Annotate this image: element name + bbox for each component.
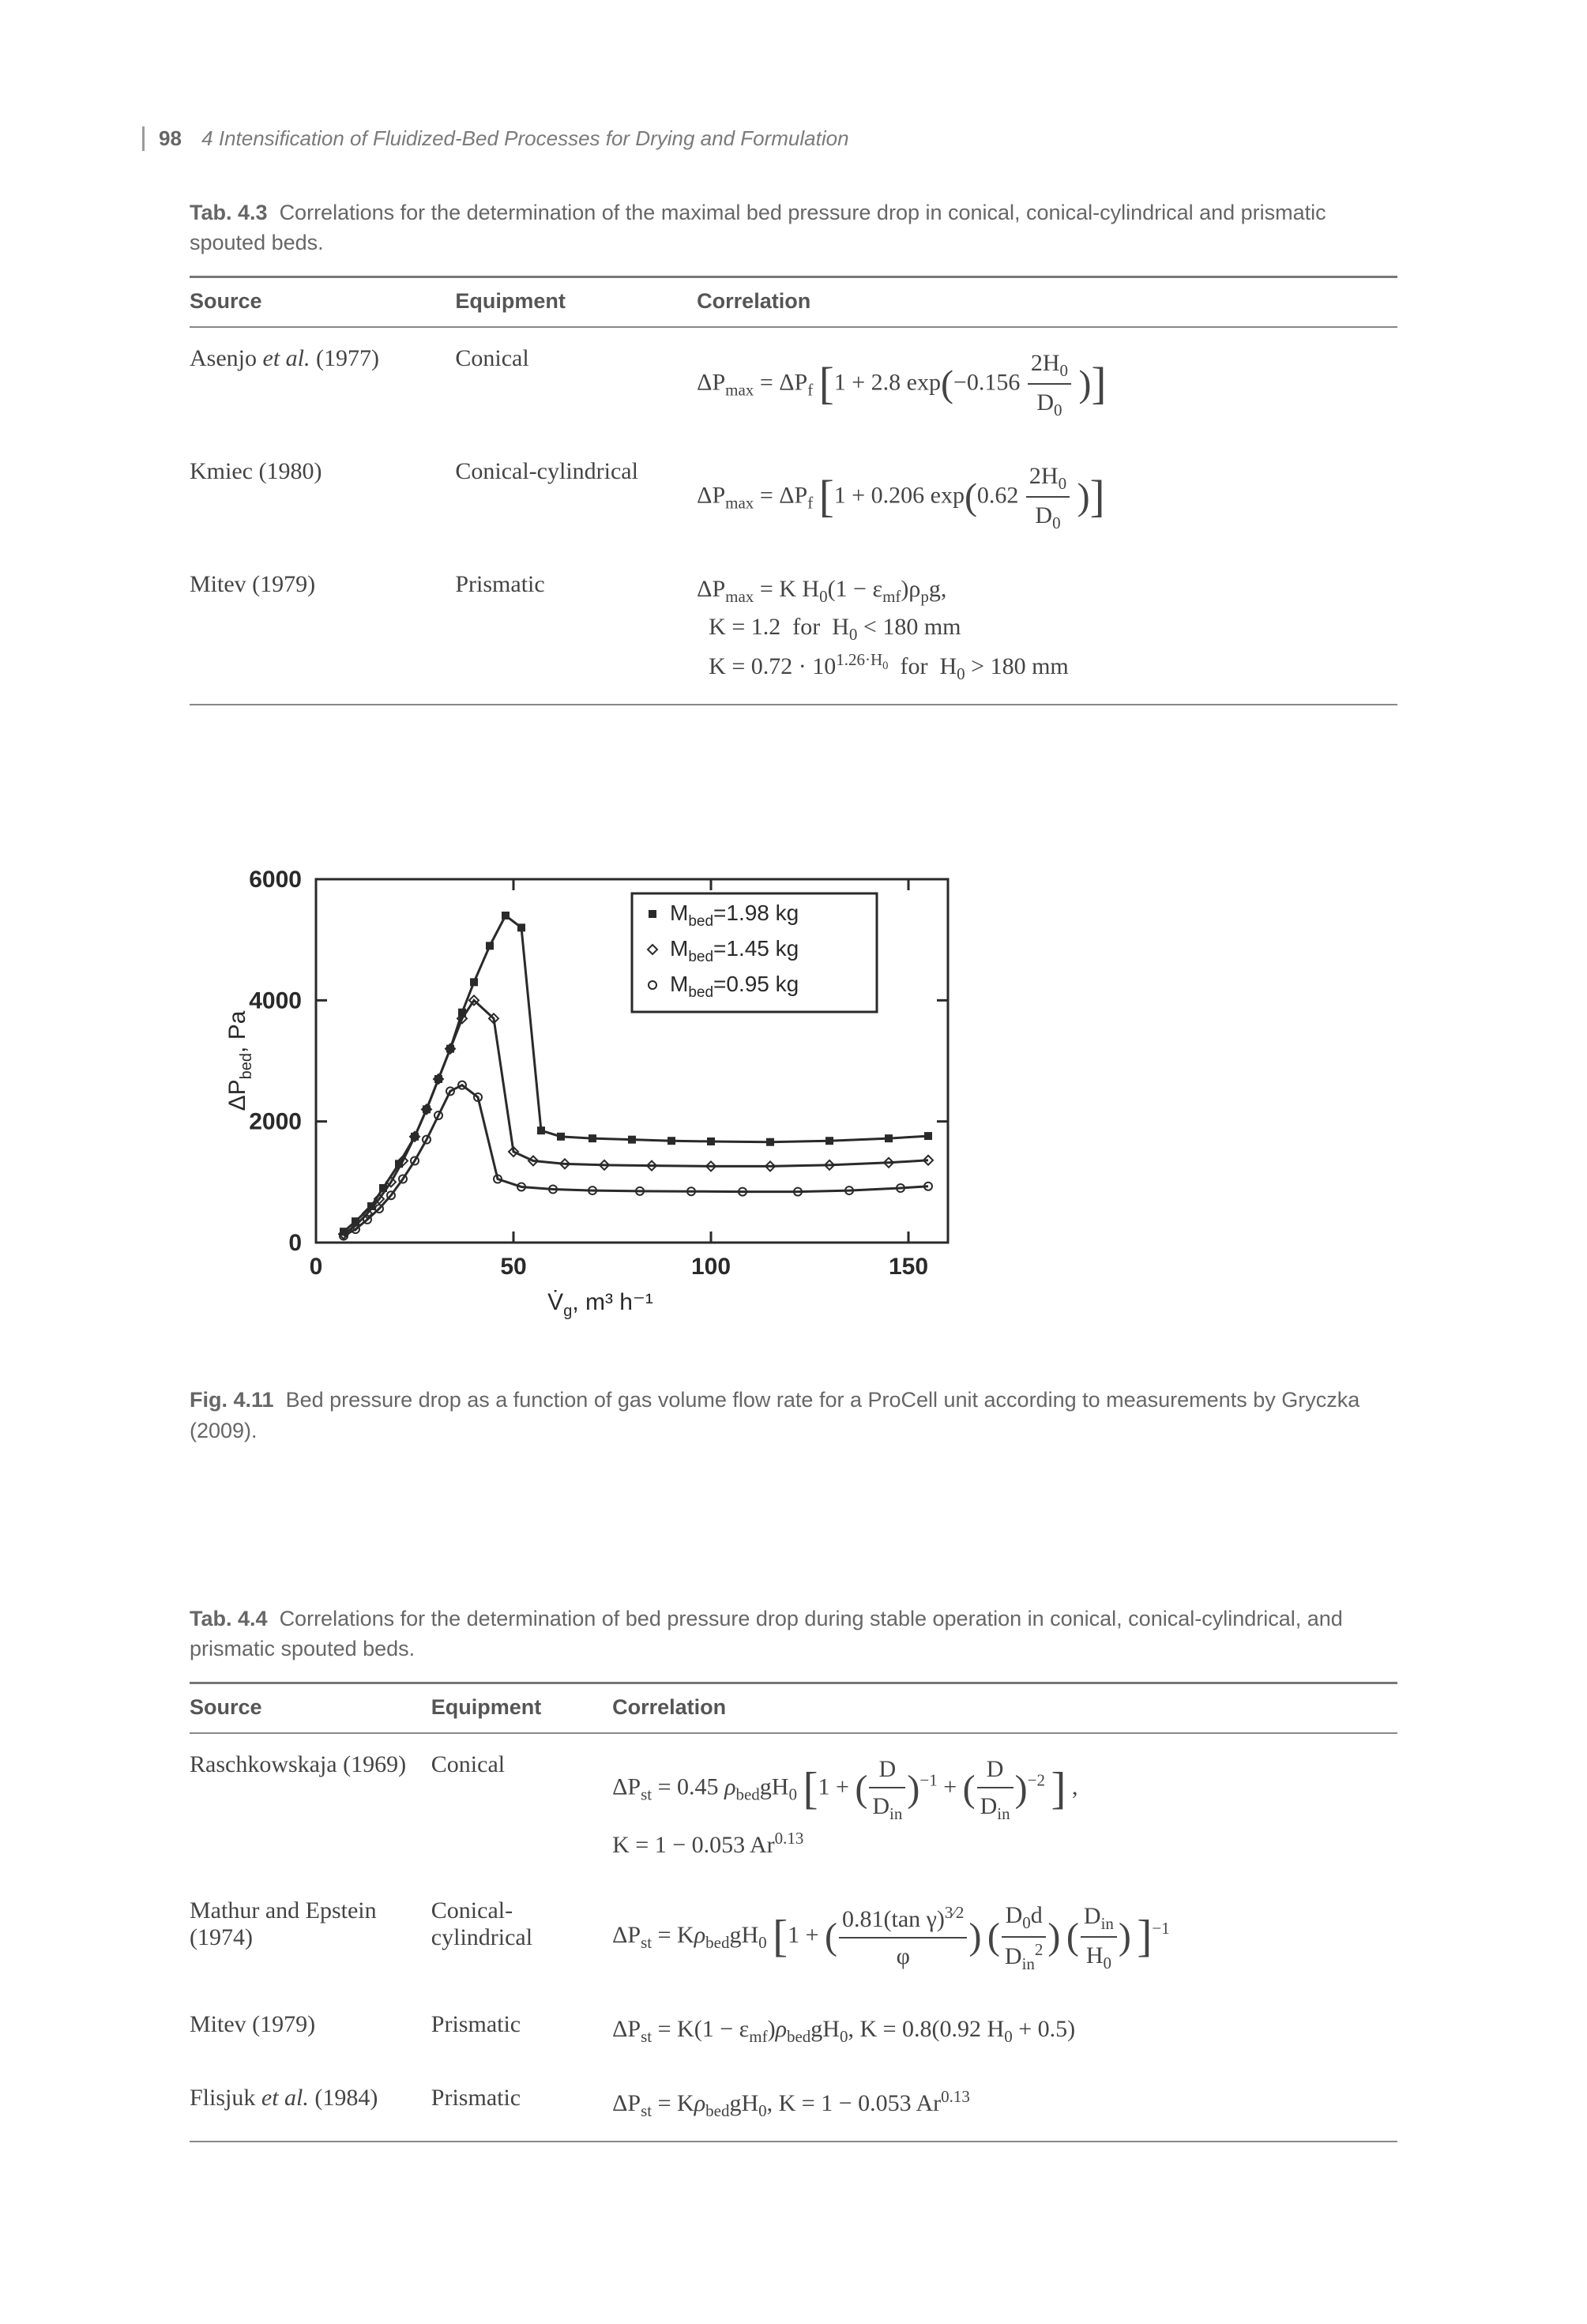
svg-text:2000: 2000 (249, 1109, 302, 1135)
table-43-caption-text: Correlations for the determination of th… (190, 201, 1326, 254)
table-44-equip-1: Conical-cylindrical (431, 1880, 612, 1994)
table-44-corr-3: ΔPst = KρbedgH0, K = 1 − 0.053 Ar0.13 (612, 2067, 1397, 2142)
table-43-head-equipment: Equipment (455, 276, 697, 327)
table-43-corr-0: ΔPmax = ΔPf [1 + 2.8 exp(−0.156 2H0D0 )] (697, 327, 1397, 441)
table-44-equip-2: Prismatic (431, 1994, 612, 2067)
table-43-equip-1: Conical-cylindrical (455, 441, 697, 554)
table-43-source-2: Mitev (1979) (190, 554, 455, 705)
table-44-source-3: Flisjuk et al. (1984) (190, 2067, 431, 2142)
table-44-source-1: Mathur and Epstein (1974) (190, 1880, 431, 1994)
table-row: Mathur and Epstein (1974) Conical-cylind… (190, 1880, 1397, 1994)
table-44-corr-0: ΔPst = 0.45 ρbedgH0 [1 + (DDin)−1 + (DDi… (612, 1733, 1397, 1881)
table-44-label: Tab. 4.4 (190, 1607, 268, 1630)
svg-text:V̇g, m³ h⁻¹: V̇g, m³ h⁻¹ (547, 1289, 653, 1320)
table-43-head-correlation: Correlation (697, 276, 1397, 327)
table-44-corr-2: ΔPst = K(1 − εmf)ρbedgH0, K = 0.8(0.92 H… (612, 1994, 1397, 2067)
table-43-label: Tab. 4.3 (190, 201, 268, 224)
table-43-source-1: Kmiec (1980) (190, 441, 455, 554)
figure-411: 0 2000 4000 6000 0 50 100 150 ΔPbed, Pa V̇g, m³ h… (190, 848, 1397, 1446)
table-43-equip-2: Prismatic (455, 554, 697, 705)
svg-text:150: 150 (889, 1254, 928, 1280)
table-43: Source Equipment Correlation Asenjo et a… (190, 276, 1397, 706)
svg-text:6000: 6000 (249, 867, 302, 893)
table-44-head-equipment: Equipment (431, 1683, 612, 1733)
svg-text:0: 0 (310, 1254, 323, 1280)
table-row: Raschkowskaja (1969) Conical ΔPst = 0.45… (190, 1733, 1397, 1881)
table-43-caption: Tab. 4.3 Correlations for the determinat… (190, 198, 1397, 258)
figure-411-chart: 0 2000 4000 6000 0 50 100 150 ΔPbed, Pa V̇g, m³ h… (213, 848, 987, 1337)
table-44-equip-0: Conical (431, 1733, 612, 1881)
table-44-head-correlation: Correlation (612, 1683, 1397, 1733)
svg-text:4000: 4000 (249, 987, 302, 1013)
table-row: Asenjo et al. (1977) Conical ΔPmax = ΔPf… (190, 327, 1397, 441)
svg-text:ΔPbed, Pa: ΔPbed, Pa (224, 1010, 255, 1111)
table-43-source-0: Asenjo et al. (1977) (190, 327, 455, 441)
chapter-title: 4 Intensification of Fluidized-Bed Proce… (201, 126, 848, 150)
table-43-corr-2: ΔPmax = K H0(1 − εmf)ρpg, K = 1.2 for H0… (697, 554, 1397, 705)
table-43-head-source: Source (190, 276, 455, 327)
figure-411-caption-text: Bed pressure drop as a function of gas v… (190, 1388, 1359, 1442)
table-row: Flisjuk et al. (1984) Prismatic ΔPst = K… (190, 2067, 1397, 2142)
page-number: 98 (159, 126, 182, 150)
running-header: 98 4 Intensification of Fluidized-Bed Pr… (142, 126, 1397, 151)
table-44-equip-3: Prismatic (431, 2067, 612, 2142)
table-43-corr-1: ΔPmax = ΔPf [1 + 0.206 exp(0.62 2H0D0 )] (697, 441, 1397, 554)
svg-text:0: 0 (288, 1230, 302, 1256)
table-44-source-2: Mitev (1979) (190, 1994, 431, 2067)
figure-411-label: Fig. 4.11 (190, 1388, 274, 1412)
svg-text:50: 50 (500, 1254, 526, 1280)
page: 98 4 Intensification of Fluidized-Bed Pr… (0, 0, 1587, 2324)
table-44-corr-1: ΔPst = KρbedgH0 [1 + (0.81(tan γ)3⁄2φ) (… (612, 1880, 1397, 1994)
table-43-equip-0: Conical (455, 327, 697, 441)
svg-text:100: 100 (691, 1254, 731, 1280)
table-row: Kmiec (1980) Conical-cylindrical ΔPmax =… (190, 441, 1397, 554)
table-44-caption-text: Correlations for the determination of be… (190, 1607, 1343, 1660)
table-row: Mitev (1979) Prismatic ΔPmax = K H0(1 − … (190, 554, 1397, 705)
figure-411-caption: Fig. 4.11 Bed pressure drop as a functio… (190, 1385, 1397, 1446)
table-row: Mitev (1979) Prismatic ΔPst = K(1 − εmf)… (190, 1994, 1397, 2067)
table-44-head-source: Source (190, 1683, 431, 1733)
table-44-source-0: Raschkowskaja (1969) (190, 1733, 431, 1881)
table-44-caption: Tab. 4.4 Correlations for the determinat… (190, 1604, 1397, 1664)
table-44: Source Equipment Correlation Raschkowska… (190, 1682, 1397, 2143)
